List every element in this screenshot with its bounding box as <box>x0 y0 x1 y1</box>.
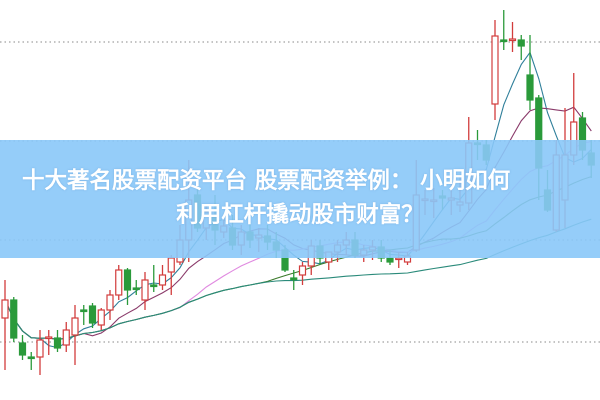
candle-body <box>500 39 508 43</box>
candle <box>132 280 140 295</box>
candle-body <box>491 35 499 105</box>
candle-body <box>517 39 525 47</box>
candle-body <box>62 329 70 346</box>
candle <box>80 305 88 325</box>
headline-line-2: 利用杠杆撬动股市财富？ <box>176 202 424 228</box>
title-banner <box>0 140 600 258</box>
candle <box>491 20 499 120</box>
candle <box>517 35 525 60</box>
candle-body <box>27 356 35 360</box>
headline-line-1: 十大著名股票配资平台 股票配资举例： 小明如何 <box>22 168 511 194</box>
candle <box>1 280 9 370</box>
candle-body <box>115 269 123 296</box>
candle <box>18 335 27 360</box>
candle <box>88 303 97 328</box>
candle-body <box>132 287 140 291</box>
candle <box>158 265 167 290</box>
candle-body <box>526 74 534 101</box>
candle-body <box>97 309 105 326</box>
candle-body <box>80 309 88 313</box>
candle-body <box>150 284 158 288</box>
candle <box>36 330 44 375</box>
candle <box>290 270 298 290</box>
candle-body <box>386 257 394 263</box>
candle-body <box>167 257 175 273</box>
candle-body <box>298 265 307 276</box>
candle-body <box>71 317 79 336</box>
candle <box>123 268 132 305</box>
candle-body <box>88 305 97 324</box>
candle <box>167 255 175 295</box>
candle <box>27 352 35 370</box>
candle-body <box>18 342 27 356</box>
candle <box>500 10 508 50</box>
candle-body <box>10 299 18 339</box>
candle <box>508 22 517 52</box>
candle-body <box>36 339 44 358</box>
candle <box>71 305 79 365</box>
candle-body <box>158 274 167 286</box>
candle <box>150 265 158 292</box>
candle-body <box>141 279 149 301</box>
candle-body <box>106 294 114 311</box>
candle-body <box>508 38 517 42</box>
candle-body <box>53 337 62 349</box>
candle <box>10 297 18 342</box>
candle <box>45 330 53 355</box>
candle <box>115 265 123 300</box>
candle <box>106 290 114 320</box>
candle <box>62 322 70 352</box>
candle <box>141 272 149 310</box>
candle <box>97 308 105 330</box>
candle <box>298 262 307 285</box>
candle-body <box>45 336 53 340</box>
candle <box>526 35 534 110</box>
candle-body <box>123 269 132 291</box>
candle-body <box>290 277 298 281</box>
candle-body <box>395 257 403 261</box>
candle <box>53 330 62 352</box>
candle-body <box>1 299 9 319</box>
